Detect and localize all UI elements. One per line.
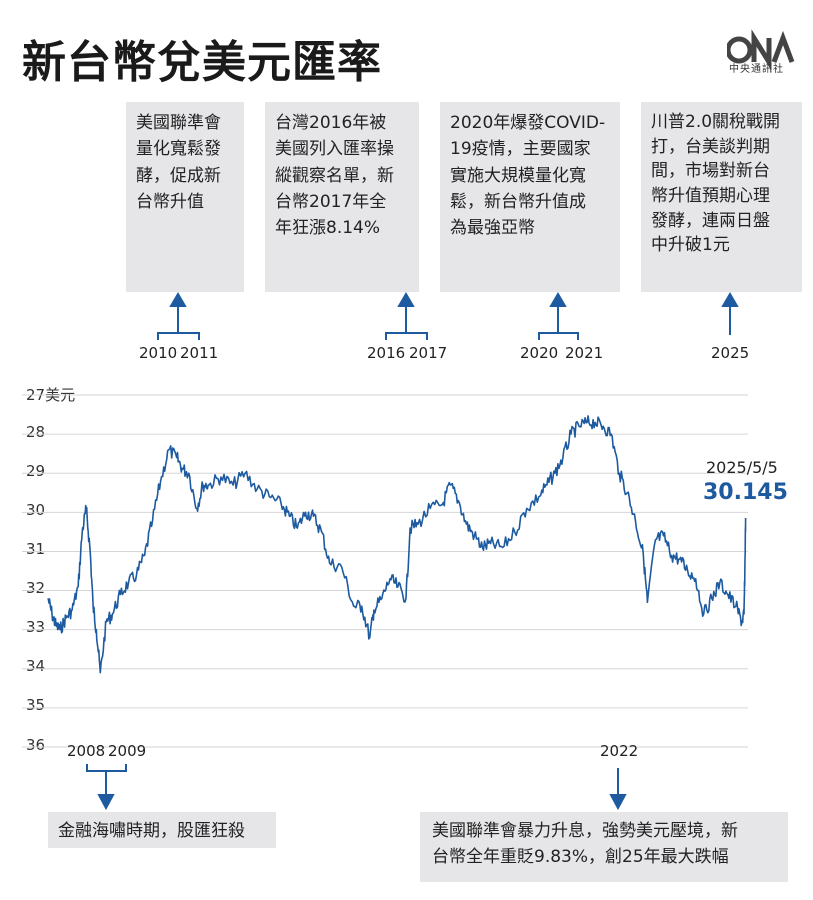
year-label-2021: 2021 (565, 344, 604, 362)
note-line: 台幣全年重貶9.83%，創25年最大跌幅 (432, 847, 729, 868)
note-line: 打，台美談判期 (651, 136, 770, 157)
y-tick-label: 33 (26, 618, 46, 636)
note-2020-2021: 2020年爆發COVID- 19疫情，主要國家 實施大規模量化寬 鬆，新台幣升值… (440, 102, 620, 292)
year-label-2011: 2011 (180, 344, 219, 362)
note-2010-2011: 美國聯準會 量化寬鬆發 酵，促成新 台幣升值 (126, 102, 244, 292)
note-line: 台灣2016年被 (275, 113, 387, 133)
year-label-2009: 2009 (108, 742, 147, 760)
y-tick-label: 36 (26, 736, 46, 754)
note-line: 酵，促成新 (136, 165, 221, 186)
note-line: 美國列入匯率操 (275, 139, 394, 160)
note-2016-2017: 台灣2016年被 美國列入匯率操 縱觀察名單，新 台幣2017年全 年狂漲8.1… (265, 102, 419, 292)
brackets (86, 292, 739, 811)
note-2008-2009: 金融海嘯時期，股匯狂殺 (48, 812, 276, 848)
note-line: 川普2.0關稅戰開 (651, 112, 781, 132)
bracket-2016-2017 (385, 305, 428, 340)
arrow-up-icon (721, 292, 739, 307)
note-line: 19疫情，主要國家 (450, 139, 591, 160)
y-tick-label: 34 (26, 657, 46, 675)
note-line: 鬆，新台幣升值成 (450, 192, 586, 213)
note-line: 為最強亞幣 (450, 218, 535, 239)
y-tick-label: 31 (26, 540, 46, 558)
year-label-2022: 2022 (600, 742, 639, 760)
note-line: 美國聯準會 (136, 113, 221, 133)
year-label-2025: 2025 (711, 344, 750, 362)
note-line: 台幣2017年全 (275, 192, 387, 213)
y-tick-label: 32 (26, 579, 46, 597)
bracket-2008-2009 (86, 764, 127, 796)
note-line: 金融海嘯時期，股匯狂殺 (58, 821, 245, 841)
year-label-2010: 2010 (139, 344, 178, 362)
note-line: 美國聯準會暴力升息，強勢美元壓境，新 (432, 821, 738, 841)
note-line: 實施大規模量化寬 (450, 165, 586, 186)
arrow-down-icon (609, 794, 627, 811)
arrow-down-icon (97, 794, 115, 811)
y-tick-label: 35 (26, 696, 46, 714)
year-label-2020: 2020 (520, 344, 559, 362)
note-line: 量化寬鬆發 (136, 139, 221, 160)
note-line: 發酵，連兩日盤 (651, 210, 770, 231)
y-tick-label: 29 (26, 462, 46, 480)
logo-text: 中央通訊社 (729, 64, 784, 75)
arrow-up-icon (549, 292, 567, 307)
final-value-label: 30.145 (703, 480, 788, 505)
note-line: 間，市場對新台 (651, 161, 770, 182)
note-2025: 川普2.0關稅戰開 打，台美談判期 間，市場對新台 幣升值預期心理 發酵，連兩日… (641, 102, 802, 292)
page-title: 新台幣兌美元匯率 (22, 37, 382, 88)
year-label-2016: 2016 (367, 344, 406, 362)
note-line: 幣升值預期心理 (651, 185, 770, 206)
note-2022: 美國聯準會暴力升息，強勢美元壓境，新 台幣全年重貶9.83%，創25年最大跌幅 (420, 812, 788, 882)
arrow-up-icon (169, 292, 187, 307)
bracket-2010-2011 (157, 305, 200, 340)
series-line (47, 415, 747, 674)
y-tick-label: 28 (26, 423, 46, 441)
year-label-2017: 2017 (409, 344, 448, 362)
note-line: 中升破1元 (651, 235, 730, 256)
grid-lines (22, 394, 748, 748)
y-tick-label: 30 (26, 501, 46, 519)
note-line: 年狂漲8.14% (275, 218, 381, 239)
year-label-2008: 2008 (67, 742, 106, 760)
note-line: 2020年爆發COVID- (450, 113, 606, 133)
note-line: 縱觀察名單，新 (275, 165, 394, 186)
bracket-2020-2021 (538, 305, 579, 340)
final-date-label: 2025/5/5 (706, 458, 778, 477)
cna-logo-icon (727, 29, 795, 71)
arrow-up-icon (397, 292, 415, 307)
note-line: 台幣升值 (136, 192, 204, 213)
